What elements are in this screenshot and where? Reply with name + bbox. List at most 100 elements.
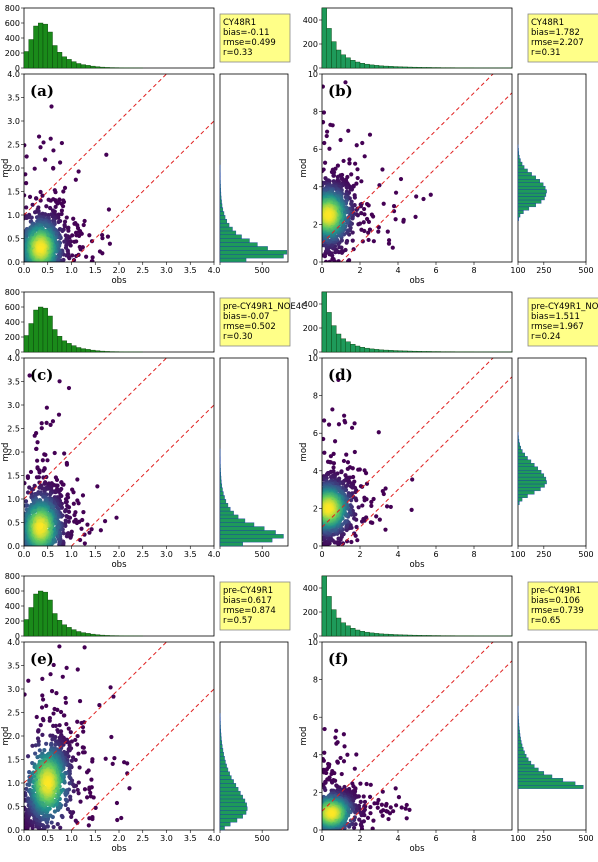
stats-line: pre-CY49R1 [223,586,273,596]
scatter-point [62,239,67,244]
y-tick-label: 8 [313,392,318,401]
top-histogram-bar [99,350,105,353]
scatter-point [24,481,27,486]
top-histogram-bar [321,7,327,69]
scatter-point [84,795,90,800]
top-histogram-bar [416,67,422,69]
side-histogram-bar [517,494,528,498]
scatter-point [336,377,341,383]
scatter-point [68,730,73,735]
side-histogram-bar [219,471,221,477]
scatter-point [49,104,54,109]
top-histogram-bar [52,45,58,69]
scatter-frame [321,357,513,547]
top-histogram-bar [42,23,48,69]
y-tick-label: 3.0 [7,401,20,410]
scatter-point [29,215,34,220]
side-histogram-tick-label: 250 [536,266,551,275]
x-tick-label: 1.5 [89,550,102,559]
scatter-point [40,823,45,828]
scatter-point [62,451,67,456]
scatter-point [376,430,381,435]
scatter-point [71,501,76,506]
side-histogram-bar [219,510,234,516]
top-histogram-bar [421,351,427,353]
top-histogram-bar [369,348,375,353]
scatter-point [376,229,381,234]
scatter-point [63,802,68,808]
scatter-point [329,475,334,480]
scatter-point [70,755,76,760]
top-histogram-bar [85,349,91,353]
top-histogram-bar [331,325,337,353]
side-histogram-bar [219,191,222,197]
scatter-point [73,818,78,823]
scatter-point [69,814,74,820]
top-histogram-bar [321,291,327,353]
scatter-point [353,489,358,495]
scatter-point [336,259,341,262]
scatter-point [63,245,69,250]
scatter-point [340,481,346,486]
scatter-point [69,758,74,763]
scatter-point [383,486,388,491]
side-histogram-bar [219,257,247,263]
scatter-point [39,426,44,431]
side-histogram-bar [219,215,226,220]
scatter-point [371,239,376,244]
top-histogram-tick-label: 200 [5,333,20,342]
top-histogram-frame [321,7,513,69]
top-histogram-bar [76,63,82,69]
side-histogram-bar [219,487,223,492]
scatter-point [72,512,77,518]
scatter-point [28,469,34,475]
top-histogram-bar [326,28,332,69]
scatter-point [364,216,370,222]
scatter-point [322,183,325,188]
side-histogram-bar [517,452,526,457]
scatter-point [330,242,335,247]
scatter-point [322,120,325,125]
y-tick-label: 3.0 [7,117,20,126]
stats-line: rmse=0.499 [223,38,276,48]
scatter-point [61,531,66,536]
scatter-point [345,460,351,465]
scatter-point [34,714,39,720]
side-histogram-bar [517,449,523,454]
y-tick-label: 6 [313,145,318,154]
scatter-point [44,405,49,410]
y-tick-label: 10 [308,354,318,363]
top-histogram-bar [393,66,399,69]
x-tick-label: 1.5 [89,266,102,275]
scatter-point [72,239,77,244]
scatter-point [56,729,61,735]
scatter-point [44,741,49,746]
scatter-point [84,770,90,775]
side-histogram-bar [517,500,520,505]
scatter-point [409,507,414,512]
scatter-point [50,737,55,742]
scatter-point [45,458,50,463]
scatter-point [349,498,354,503]
side-histogram-bar [219,238,250,243]
scatter-points [24,74,214,262]
scatter-point [32,166,37,171]
y-tick-label: 10 [308,70,318,79]
top-histogram-bar [90,65,96,69]
scatter-point [383,527,388,532]
panel-a: 0200400600800CY48R1bias=-0.11rmse=0.499r… [1,4,291,286]
scatter-point [352,195,357,200]
scatter-point [54,690,59,696]
scatter-point [80,725,86,730]
stats-line: CY48R1 [223,18,256,28]
scatter-point [363,470,369,476]
top-histogram-bar [80,64,86,69]
top-histogram-bar [426,67,432,69]
scatter-point [43,452,48,457]
scatter-point [61,713,67,718]
scatter-point [401,219,406,224]
scatter-point [64,665,69,671]
side-histogram-bar [517,148,519,152]
scatter-point [51,662,56,668]
top-histogram-bar [336,333,342,353]
